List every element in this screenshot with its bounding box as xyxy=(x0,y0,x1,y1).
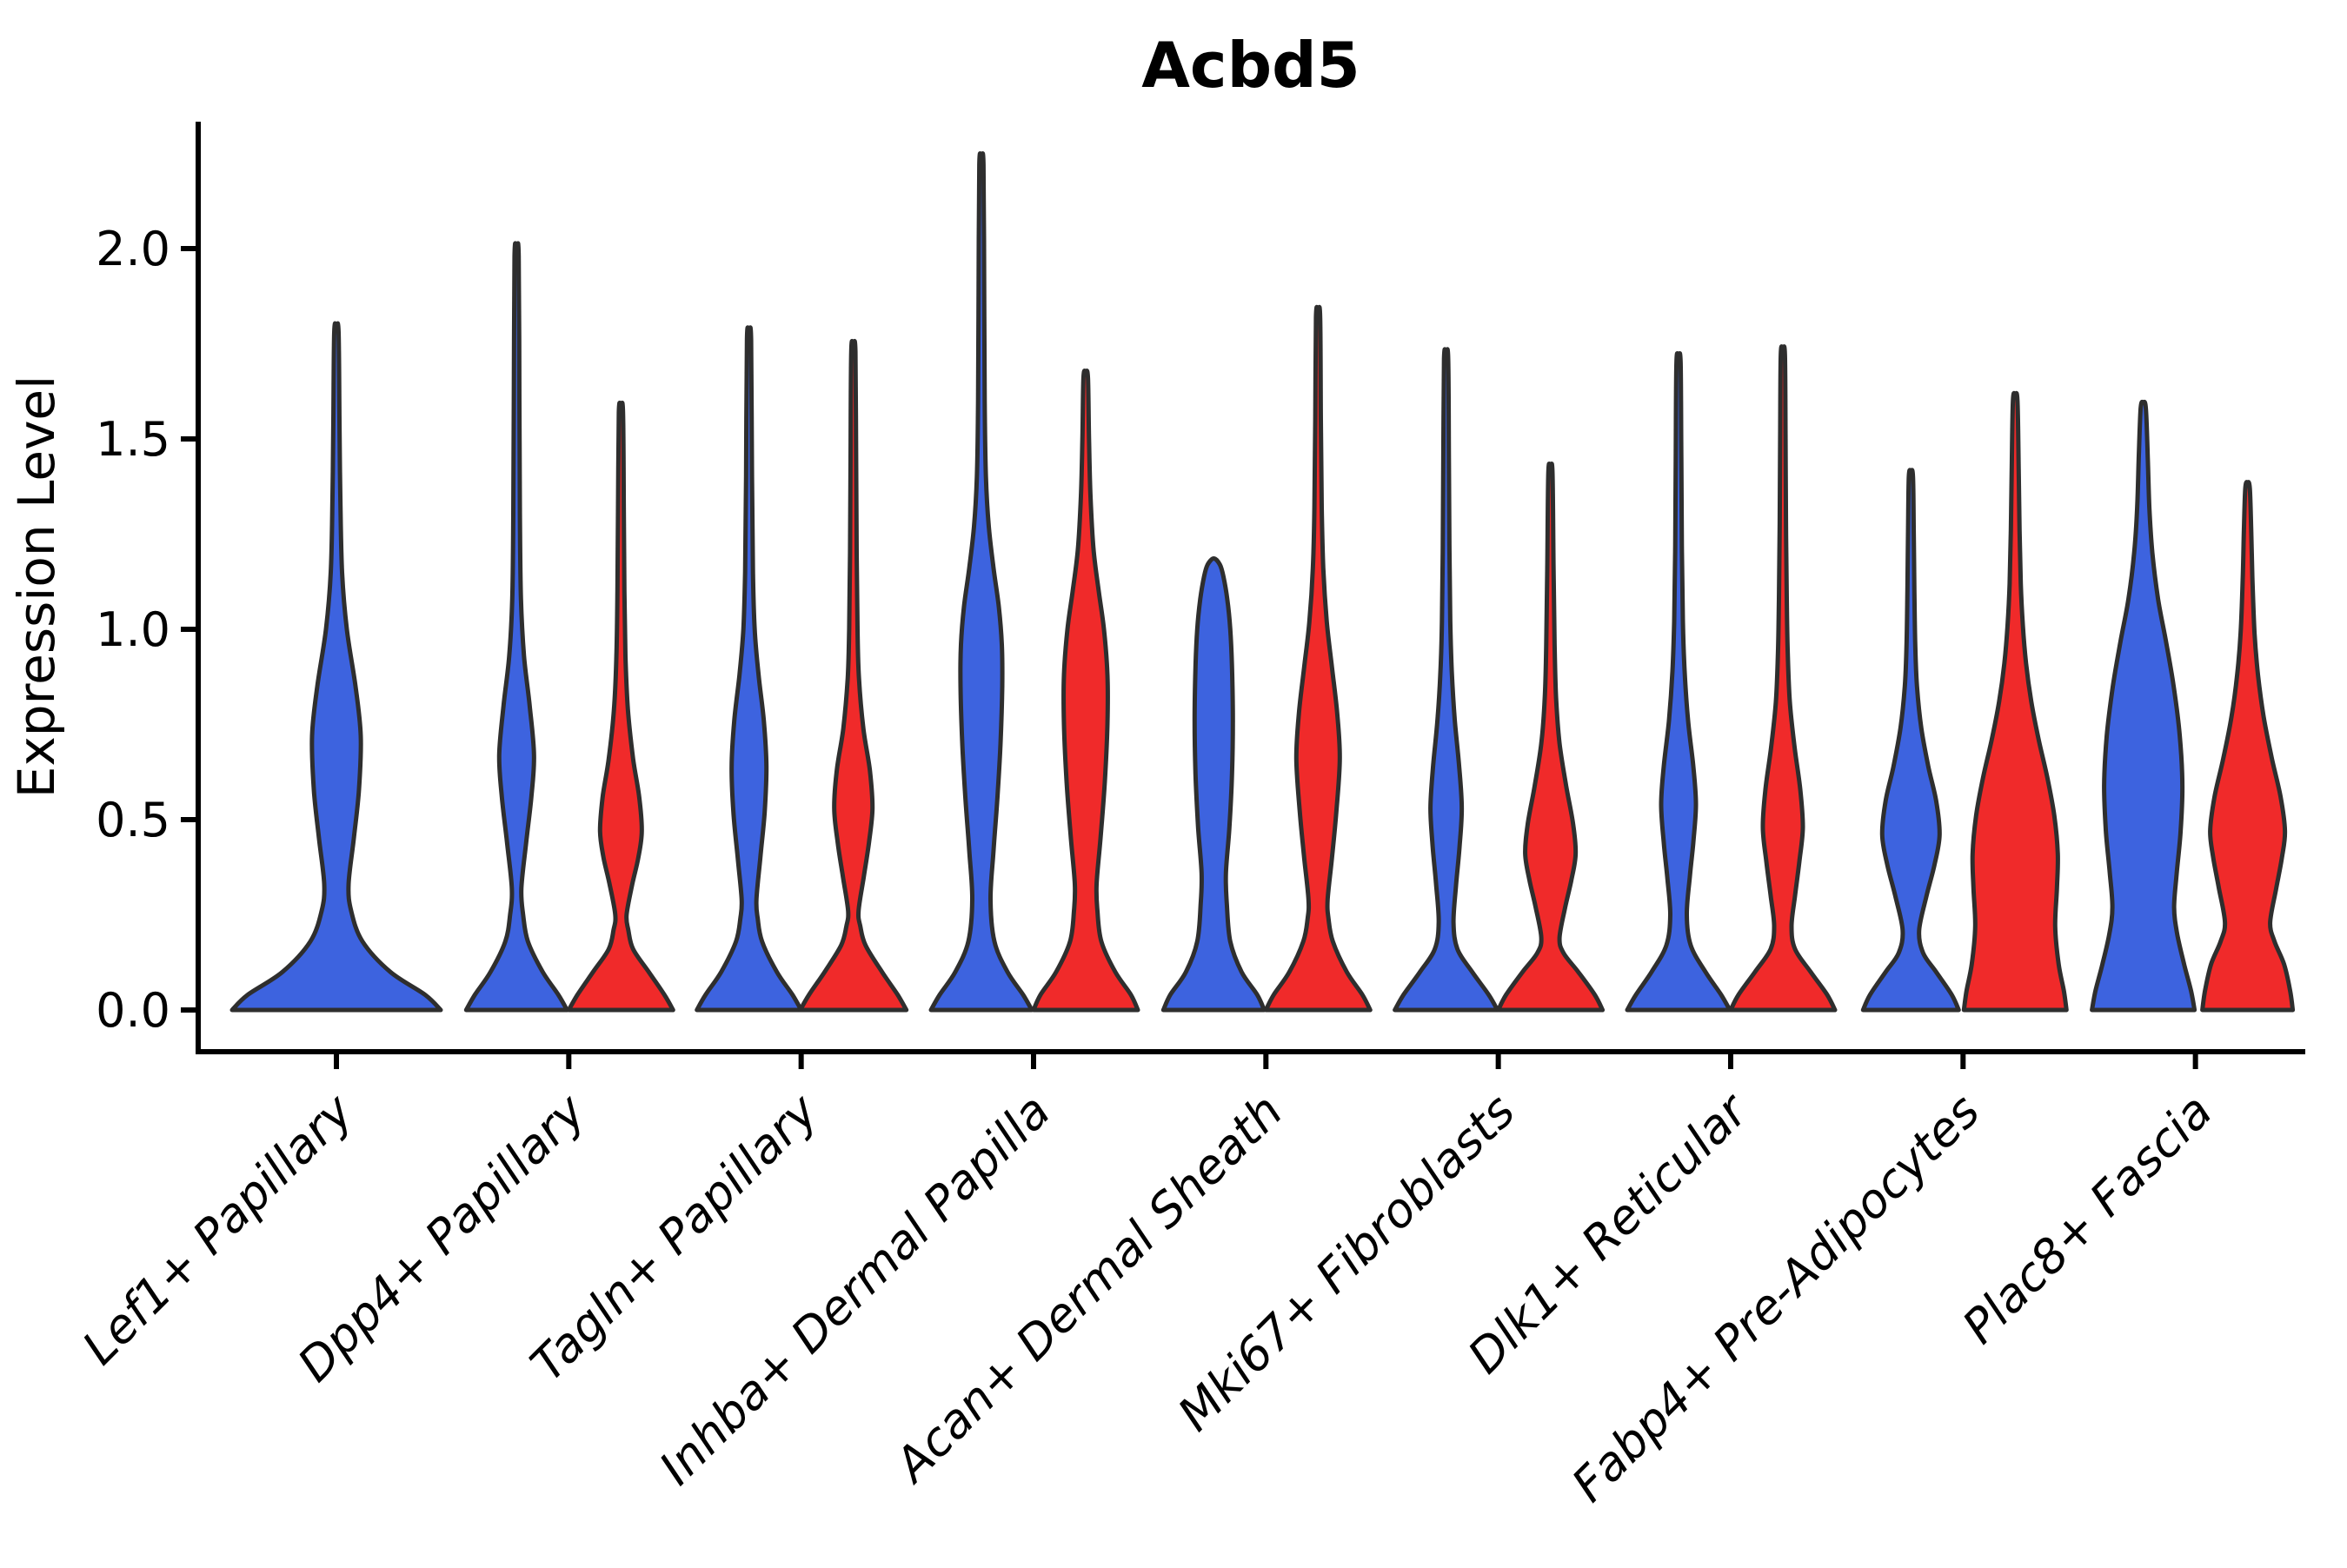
axes-layer xyxy=(181,122,2305,1069)
violin-plac8-fascia-blue xyxy=(2090,399,2197,1013)
violin-dlk1-reticular-blue xyxy=(1625,351,1732,1013)
violin-plac8-fascia-red xyxy=(2200,480,2296,1013)
violin-dpp4-papillary-red xyxy=(566,401,675,1013)
x-tick-label-acan-dermal-sheath: Acan+ Dermal Sheath xyxy=(883,1084,1293,1494)
violin-lef1-papillary-blue xyxy=(229,321,443,1013)
y-tick-label-1.5: 1.5 xyxy=(96,412,170,467)
chart-title: Acbd5 xyxy=(1141,29,1360,102)
x-tick-label-plac8-fascia: Plac8+ Fascia xyxy=(1952,1084,2223,1354)
violin-mki67-fibroblasts-red xyxy=(1496,462,1606,1013)
x-tick-label-fabp4-pre-adipocytes: Fabp4+ Pre-Adipocytes xyxy=(1561,1084,1990,1512)
violins-layer xyxy=(229,151,2296,1013)
violin-inhba-dermal-papilla-red xyxy=(1031,369,1140,1013)
violin-fabp4-pre-adipocytes-blue xyxy=(1860,468,1961,1013)
violin-tagln-papillary-red xyxy=(798,339,909,1013)
y-tick-label-0.0: 0.0 xyxy=(96,983,170,1038)
y-tick-label-0.5: 0.5 xyxy=(96,793,170,847)
violin-tagln-papillary-blue xyxy=(695,325,804,1013)
violin-acan-dermal-sheath-red xyxy=(1263,304,1373,1013)
y-axis-title: Expression Level xyxy=(7,375,66,798)
violin-dlk1-reticular-red xyxy=(1728,344,1838,1013)
y-tick-label-2.0: 2.0 xyxy=(96,222,170,276)
x-tick-label-inhba-dermal-papilla: Inhba+ Dermal Papilla xyxy=(648,1084,1060,1496)
violin-mki67-fibroblasts-blue xyxy=(1393,347,1500,1013)
y-tick-label-1.0: 1.0 xyxy=(96,602,170,657)
violin-inhba-dermal-papilla-blue xyxy=(928,151,1034,1013)
violin-acan-dermal-sheath-blue xyxy=(1160,556,1267,1013)
violin-fabp4-pre-adipocytes-red xyxy=(1961,390,2069,1013)
violin-dpp4-papillary-blue xyxy=(463,241,569,1013)
